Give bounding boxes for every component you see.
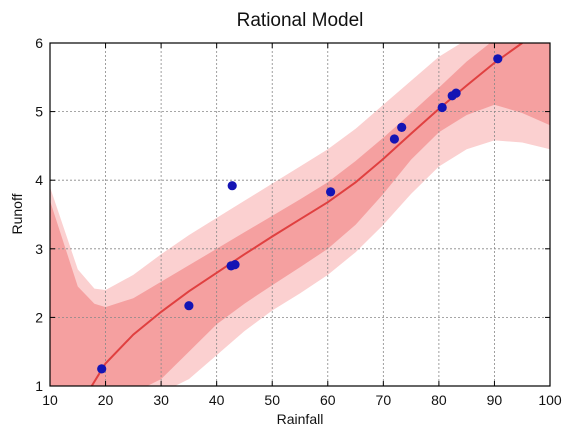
data-point bbox=[184, 301, 194, 311]
inner-confidence-band bbox=[50, 43, 550, 386]
data-point bbox=[451, 88, 461, 98]
data-point bbox=[97, 364, 107, 374]
confidence-bands bbox=[50, 43, 550, 386]
data-point bbox=[493, 54, 503, 64]
y-tick-label: 5 bbox=[35, 104, 43, 120]
x-tick-label: 60 bbox=[320, 392, 336, 408]
data-point bbox=[227, 181, 237, 191]
plot-area bbox=[49, 42, 551, 387]
x-axis-ticks: 10 20 30 40 50 60 70 80 90 100 bbox=[42, 43, 562, 408]
x-tick-label: 40 bbox=[209, 392, 225, 408]
x-tick-label: 50 bbox=[264, 392, 280, 408]
fit-curve-line bbox=[90, 43, 523, 386]
fit-curve-group bbox=[90, 43, 523, 386]
data-point bbox=[230, 260, 240, 270]
plot-frame bbox=[49, 42, 551, 387]
y-tick-label: 6 bbox=[35, 35, 43, 51]
data-point bbox=[397, 122, 407, 132]
y-tick-label: 4 bbox=[35, 172, 43, 188]
x-tick-label: 10 bbox=[42, 392, 58, 408]
x-tick-label: 100 bbox=[538, 392, 562, 408]
y-tick-label: 2 bbox=[35, 309, 43, 325]
data-point bbox=[437, 102, 447, 113]
x-axis-label: Rainfall bbox=[277, 411, 324, 427]
x-tick-label: 80 bbox=[431, 392, 447, 408]
data-point bbox=[389, 134, 399, 144]
x-tick-label: 30 bbox=[153, 392, 169, 408]
x-tick-label: 20 bbox=[98, 392, 114, 408]
chart-title: Rational Model bbox=[237, 10, 364, 31]
y-axis-ticks: 1 2 3 4 5 6 bbox=[35, 35, 550, 394]
grid-lines bbox=[50, 43, 550, 386]
x-tick-label: 90 bbox=[487, 392, 503, 408]
data-point bbox=[326, 187, 336, 197]
y-tick-label: 1 bbox=[35, 378, 43, 394]
x-tick-label: 70 bbox=[376, 392, 392, 408]
data-points bbox=[97, 54, 503, 374]
y-axis-label: Runoff bbox=[9, 193, 25, 234]
y-tick-label: 3 bbox=[35, 241, 43, 257]
